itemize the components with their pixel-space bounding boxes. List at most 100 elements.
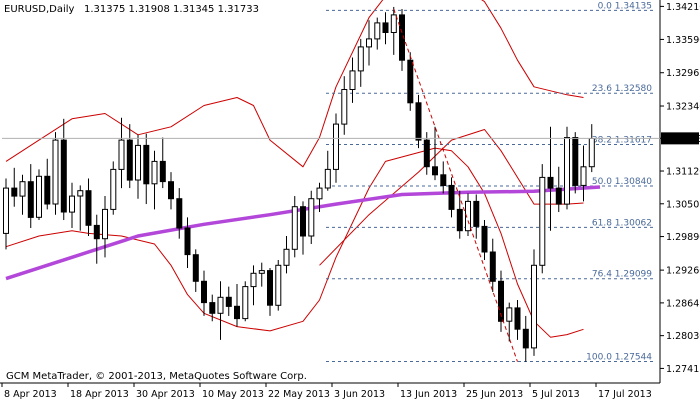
- current-price-label: 1.31733: [664, 134, 700, 145]
- candle-body: [357, 46, 364, 72]
- candle-body: [390, 14, 397, 33]
- candle-body: [151, 160, 158, 185]
- candle-body: [250, 272, 257, 288]
- candle: [267, 267, 273, 316]
- candle: [489, 238, 496, 292]
- current-price-marker: [661, 132, 699, 145]
- candle: [176, 188, 183, 239]
- candle: [390, 6, 397, 55]
- price-axis[interactable]: 1.342101.335901.329651.323401.317351.311…: [2, 2, 700, 375]
- candle-body: [349, 70, 356, 91]
- candle: [473, 194, 480, 239]
- candle: [135, 134, 141, 199]
- candle: [69, 182, 75, 229]
- candle-body: [291, 206, 298, 250]
- candle-body: [275, 264, 282, 306]
- candle: [481, 220, 488, 260]
- candle-body: [176, 198, 183, 229]
- candle-body: [143, 144, 150, 185]
- candle: [415, 94, 422, 149]
- candle: [275, 259, 282, 311]
- price-tick-label: 1.32340: [666, 102, 700, 113]
- candle-body: [69, 195, 75, 213]
- candle: [192, 249, 199, 292]
- candle-body: [531, 264, 537, 349]
- time-tick-label: 25 Jun 2013: [466, 389, 523, 400]
- candle-body: [44, 175, 51, 205]
- candle-body: [366, 38, 372, 48]
- candle-body: [11, 187, 18, 197]
- candle: [382, 12, 389, 45]
- price-tick-label: 1.31120: [666, 167, 700, 178]
- candles-layer: [3, 6, 595, 362]
- time-tick-label: 5 Jul 2013: [532, 389, 580, 400]
- candle: [93, 214, 100, 264]
- candle: [110, 161, 117, 215]
- candle: [44, 158, 51, 210]
- price-tick-label: 1.29890: [666, 232, 700, 243]
- candle-body: [440, 174, 447, 187]
- candle: [217, 281, 224, 340]
- trendline-layer: [393, 8, 518, 362]
- candle-body: [415, 102, 422, 141]
- time-tick-label: 22 May 2013: [268, 389, 330, 400]
- candle: [349, 57, 356, 103]
- fibo-level-label: 23.6 1.32580: [592, 84, 652, 94]
- chart-header: EURUSD,Daily 1.31375 1.31908 1.31345 1.3…: [4, 4, 259, 15]
- candle-body: [201, 280, 207, 304]
- candle: [168, 172, 174, 210]
- trend-line: [393, 8, 518, 362]
- candle-body: [217, 296, 224, 314]
- candle-body: [341, 89, 348, 125]
- candle-body: [118, 139, 125, 170]
- candle-body: [423, 139, 430, 168]
- candle-body: [539, 176, 546, 266]
- candle-body: [432, 166, 438, 176]
- candle-body: [572, 137, 579, 186]
- candle: [118, 117, 125, 189]
- candle: [143, 133, 150, 205]
- candle: [333, 113, 339, 183]
- fibo-level-label: 76.4 1.29099: [592, 270, 652, 280]
- candle: [258, 262, 265, 287]
- candle-body: [184, 227, 191, 256]
- ohlc-values: 1.31375 1.31908 1.31345 1.31733: [83, 4, 259, 15]
- candle-body: [407, 59, 414, 104]
- candle: [19, 174, 26, 215]
- candle: [308, 190, 315, 245]
- candle-body: [316, 187, 323, 200]
- candle-body: [324, 168, 331, 189]
- candle: [27, 164, 34, 229]
- candle: [316, 182, 323, 213]
- bollinger-upper-line: [5, 0, 584, 168]
- candle: [498, 270, 504, 332]
- candle: [539, 164, 546, 274]
- candle-body: [209, 302, 216, 314]
- candle: [423, 132, 430, 175]
- candle: [399, 9, 405, 71]
- candle-body: [465, 200, 471, 232]
- candle: [36, 169, 42, 221]
- candle: [432, 126, 438, 181]
- candle: [250, 265, 257, 306]
- fibo-level-label: 100.0 1.27544: [586, 353, 652, 363]
- candle-body: [192, 254, 199, 282]
- price-tick-label: 1.27415: [666, 364, 700, 375]
- candle: [522, 315, 529, 362]
- candle: [60, 118, 67, 221]
- candle-body: [580, 166, 587, 186]
- candle: [283, 236, 290, 274]
- candle-body: [135, 144, 141, 181]
- time-axis[interactable]: 8 Apr 2013 18 Apr 2013 30 Apr 2013 10 May 2…: [1, 383, 652, 400]
- candle: [201, 270, 207, 316]
- candle: [52, 132, 59, 215]
- candle: [407, 52, 414, 111]
- candle: [11, 167, 18, 207]
- candle-body: [242, 286, 249, 320]
- candle: [456, 190, 463, 239]
- time-tick-label: 17 Jul 2013: [598, 389, 652, 400]
- candle-body: [522, 328, 529, 349]
- fibonacci-retracement-layer: 0.0 1.34135 23.6 1.32580 38.2 1.31617 50.0 …: [326, 1, 654, 363]
